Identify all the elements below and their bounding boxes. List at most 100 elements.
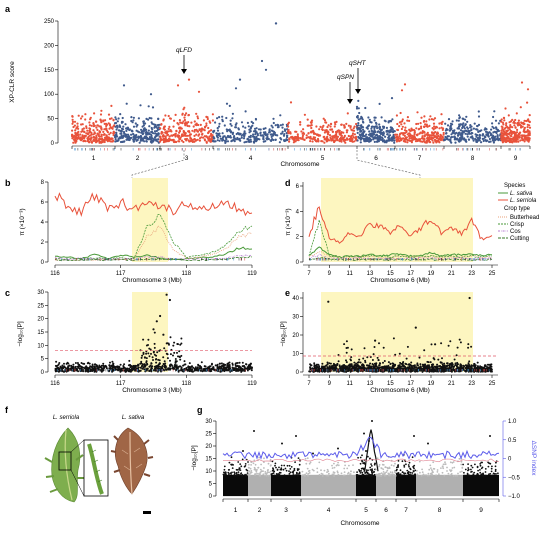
panel-a-point bbox=[343, 134, 346, 137]
panel-a-point bbox=[417, 122, 420, 125]
panel-a-point bbox=[496, 135, 499, 138]
panel-a-point bbox=[83, 130, 86, 134]
panel-a-point bbox=[287, 128, 290, 132]
panel-a-point bbox=[82, 140, 85, 143]
panel-a-point bbox=[195, 133, 198, 136]
panel-d-ytick-label: 6 bbox=[296, 184, 300, 190]
panel-a-point bbox=[186, 124, 189, 127]
panel-c-point bbox=[105, 367, 108, 370]
panel-a-point bbox=[466, 133, 469, 136]
panel-a-point bbox=[443, 139, 446, 142]
panel-c-point bbox=[128, 359, 131, 362]
panel-c-point bbox=[166, 342, 169, 345]
panel-a-point bbox=[125, 129, 128, 132]
panel-a-point bbox=[74, 129, 77, 132]
panel-e-point bbox=[446, 362, 448, 365]
panel-a-point bbox=[481, 134, 484, 137]
panel-a-point bbox=[258, 138, 261, 141]
panel-a-point bbox=[90, 141, 93, 144]
panel-a-point bbox=[330, 139, 333, 142]
panel-e-xtick-label: 25 bbox=[489, 381, 496, 387]
panel-b-ytick-label: 0 bbox=[41, 260, 45, 266]
panel-c-point bbox=[226, 365, 229, 368]
panel-a-point bbox=[526, 88, 530, 91]
panel-c-point bbox=[74, 362, 77, 364]
panel-a-point bbox=[99, 113, 103, 116]
panel-a-point bbox=[401, 118, 404, 121]
panel-a-point bbox=[349, 125, 352, 128]
panel-c-point bbox=[172, 344, 175, 347]
panel-a-point bbox=[500, 134, 503, 137]
panel-a-point bbox=[519, 106, 522, 109]
panel-a-point bbox=[82, 127, 85, 130]
panel-a-point bbox=[193, 120, 196, 123]
panel-a-point bbox=[187, 78, 191, 81]
panel-a-point bbox=[411, 138, 414, 141]
panel-e-point bbox=[355, 362, 358, 365]
panel-a-point bbox=[428, 124, 431, 127]
panel-a-point bbox=[172, 125, 175, 128]
panel-a-point bbox=[408, 137, 411, 140]
panel-a-point bbox=[185, 137, 189, 140]
panel-a-point bbox=[485, 133, 488, 136]
panel-a-point bbox=[501, 127, 504, 131]
panel-a-point bbox=[203, 129, 206, 132]
panel-c-point bbox=[76, 362, 79, 364]
panel-a-point bbox=[93, 124, 96, 127]
panel-e-point bbox=[430, 343, 433, 346]
panel-a-point bbox=[105, 137, 108, 140]
panel-a-point bbox=[439, 136, 442, 139]
panel-a-point bbox=[332, 135, 335, 138]
panel-a-point bbox=[438, 141, 441, 144]
panel-a-point bbox=[75, 132, 78, 135]
panel-a-point bbox=[368, 118, 371, 121]
panel-a-point bbox=[238, 78, 242, 81]
panel-a-point bbox=[178, 137, 181, 140]
panel-a-point bbox=[176, 84, 180, 87]
panel-a-point bbox=[346, 138, 349, 141]
panel-a-point bbox=[197, 90, 201, 93]
panel-a-point bbox=[114, 138, 117, 141]
panel-a-point bbox=[303, 113, 306, 116]
panel-a-point bbox=[288, 140, 291, 143]
zoom-connector-chr6 bbox=[356, 150, 421, 178]
panel-c-point bbox=[182, 364, 185, 367]
panel-e-highlight bbox=[321, 292, 473, 372]
panel-a-point bbox=[208, 135, 211, 138]
panel-a-point bbox=[104, 119, 107, 122]
panel-a-point bbox=[432, 118, 435, 121]
panel-a-point bbox=[339, 136, 342, 139]
panel-a-point bbox=[181, 113, 184, 116]
panel-a-point bbox=[130, 133, 133, 136]
panel-a-point bbox=[398, 125, 401, 128]
panel-a-point bbox=[378, 123, 381, 126]
panel-a-point bbox=[182, 131, 185, 134]
panel-a-point bbox=[203, 125, 207, 128]
panel-a-point bbox=[221, 139, 224, 142]
panel-c-point bbox=[169, 365, 172, 368]
panel-e-point bbox=[313, 362, 316, 365]
panel-a-point bbox=[71, 133, 74, 136]
panel-a-point bbox=[205, 135, 208, 138]
panel-c-point bbox=[174, 363, 176, 366]
panel-a-point bbox=[150, 121, 153, 124]
panel-c-point bbox=[179, 358, 182, 361]
panel-a-point bbox=[137, 117, 140, 120]
panel-a-point bbox=[375, 122, 378, 125]
panel-a-point bbox=[260, 59, 264, 63]
panel-a-point bbox=[390, 126, 393, 129]
panel-a-point bbox=[526, 123, 529, 126]
panel-c-point bbox=[152, 351, 155, 354]
panel-a-point bbox=[521, 137, 524, 140]
panel-e-point bbox=[386, 366, 389, 368]
panel-e-point bbox=[394, 353, 397, 356]
panel-a-point bbox=[108, 117, 112, 120]
panel-c-point bbox=[160, 366, 163, 369]
panel-a-point bbox=[356, 127, 359, 130]
panel-c-point bbox=[153, 342, 156, 345]
panel-a-point bbox=[132, 125, 136, 128]
panel-a-point bbox=[317, 139, 320, 142]
panel-a-point bbox=[512, 137, 515, 140]
panel-a-point bbox=[77, 135, 80, 138]
panel-a-point bbox=[175, 129, 178, 132]
